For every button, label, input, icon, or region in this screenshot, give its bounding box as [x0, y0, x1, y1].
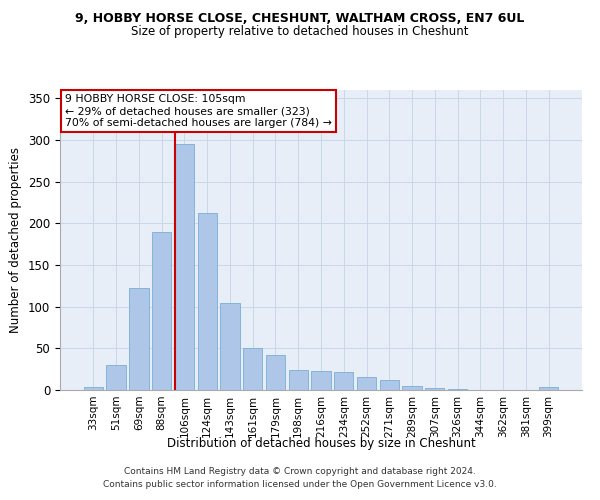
Text: Size of property relative to detached houses in Cheshunt: Size of property relative to detached ho…	[131, 25, 469, 38]
Bar	[175, 144, 194, 390]
Bar	[106, 365, 126, 390]
Y-axis label: Number of detached properties: Number of detached properties	[10, 147, 22, 333]
Bar	[311, 371, 331, 390]
Bar	[220, 302, 239, 390]
Bar	[129, 288, 149, 390]
Bar	[289, 370, 308, 390]
Bar	[448, 389, 467, 390]
Bar	[357, 376, 376, 390]
Bar	[152, 232, 172, 390]
Bar	[84, 386, 103, 390]
Bar	[243, 348, 262, 390]
Bar	[266, 355, 285, 390]
Text: Contains HM Land Registry data © Crown copyright and database right 2024.: Contains HM Land Registry data © Crown c…	[124, 468, 476, 476]
Bar	[425, 388, 445, 390]
Text: 9, HOBBY HORSE CLOSE, CHESHUNT, WALTHAM CROSS, EN7 6UL: 9, HOBBY HORSE CLOSE, CHESHUNT, WALTHAM …	[76, 12, 524, 26]
Bar	[334, 372, 353, 390]
Bar	[197, 214, 217, 390]
Text: Distribution of detached houses by size in Cheshunt: Distribution of detached houses by size …	[167, 438, 475, 450]
Text: 9 HOBBY HORSE CLOSE: 105sqm
← 29% of detached houses are smaller (323)
70% of se: 9 HOBBY HORSE CLOSE: 105sqm ← 29% of det…	[65, 94, 332, 128]
Bar	[403, 386, 422, 390]
Bar	[539, 386, 558, 390]
Bar	[380, 380, 399, 390]
Text: Contains public sector information licensed under the Open Government Licence v3: Contains public sector information licen…	[103, 480, 497, 489]
